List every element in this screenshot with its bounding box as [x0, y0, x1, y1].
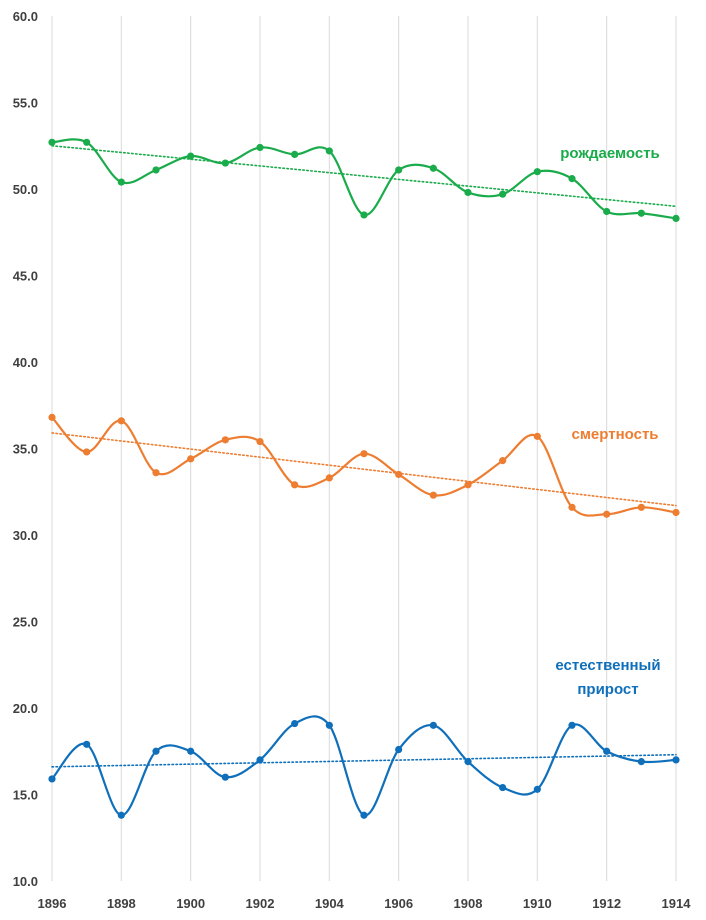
data-point	[325, 474, 333, 482]
data-point	[499, 457, 507, 465]
series-label-death: смертность	[571, 426, 658, 443]
y-tick-label: 30.0	[13, 528, 38, 543]
y-tick-label: 40.0	[13, 355, 38, 370]
data-point	[152, 747, 160, 755]
data-point	[429, 491, 437, 499]
data-point	[291, 150, 299, 158]
data-point	[221, 436, 229, 444]
data-point	[603, 747, 611, 755]
x-tick-label: 1900	[176, 896, 205, 911]
data-point	[672, 508, 680, 517]
x-axis-tick-labels: 1896 1898 1900 1902 1904 1906 1908 1910 1912 1914	[38, 896, 692, 911]
data-point	[568, 503, 576, 511]
data-point	[83, 448, 91, 456]
data-point	[325, 721, 333, 729]
data-point	[637, 758, 645, 766]
data-point	[48, 413, 56, 421]
data-point	[395, 470, 403, 479]
data-point	[256, 756, 264, 764]
data-point	[83, 138, 91, 146]
y-tick-label: 55.0	[13, 96, 38, 111]
data-point	[464, 758, 472, 766]
grid-lines	[51, 16, 677, 881]
data-point	[429, 721, 437, 729]
data-point	[360, 211, 368, 219]
data-point	[291, 481, 299, 489]
data-point	[464, 481, 472, 489]
x-tick-label: 1896	[38, 896, 67, 911]
x-tick-label: 1902	[246, 896, 275, 911]
data-point	[325, 147, 333, 155]
data-point	[568, 175, 576, 183]
data-point	[187, 152, 195, 160]
y-tick-label: 10.0	[13, 874, 38, 889]
data-point	[360, 450, 368, 458]
trend-lines	[51, 144, 677, 768]
x-tick-label: 1914	[662, 896, 692, 911]
data-point	[48, 138, 56, 146]
x-tick-label: 1908	[454, 896, 483, 911]
series-line-2	[51, 715, 677, 817]
data-point	[256, 143, 264, 152]
data-point	[117, 811, 125, 819]
data-point	[221, 159, 229, 167]
series-labels: рождаемость смертность естественный прир…	[555, 145, 660, 698]
data-point	[533, 785, 541, 793]
data-point	[117, 178, 125, 186]
data-point	[291, 719, 299, 728]
data-point	[533, 168, 541, 176]
data-point	[48, 775, 56, 783]
data-point	[360, 811, 368, 819]
data-point	[672, 756, 680, 764]
y-tick-label: 15.0	[13, 788, 38, 803]
data-point	[152, 166, 160, 174]
data-point	[221, 773, 229, 781]
data-point	[499, 190, 507, 198]
x-tick-label: 1910	[523, 896, 552, 911]
data-point	[83, 740, 91, 748]
x-tick-label: 1898	[107, 896, 136, 911]
y-tick-label: 60.0	[13, 9, 38, 24]
data-point	[568, 721, 576, 729]
data-points	[48, 138, 680, 819]
data-point	[187, 747, 195, 755]
trend-line-series-1	[51, 432, 677, 507]
series-lines	[51, 138, 677, 817]
data-point	[152, 469, 160, 477]
data-point	[187, 455, 195, 463]
data-point	[499, 783, 507, 792]
trend-line-series-2	[51, 753, 677, 768]
series-label-growth-line2: прирост	[577, 681, 638, 698]
data-point	[429, 164, 437, 172]
data-point	[533, 432, 541, 440]
data-point	[395, 745, 403, 754]
data-point	[672, 214, 680, 223]
y-tick-label: 25.0	[13, 615, 38, 630]
y-tick-label: 45.0	[13, 269, 38, 284]
data-point	[395, 166, 403, 174]
data-point	[117, 417, 125, 425]
series-label-growth-line1: естественный	[555, 657, 660, 674]
x-tick-label: 1906	[384, 896, 413, 911]
data-point	[637, 209, 645, 217]
y-tick-label: 35.0	[13, 442, 38, 457]
trend-line-series-0	[51, 144, 677, 208]
data-point	[603, 510, 611, 518]
x-tick-label: 1912	[592, 896, 621, 911]
x-tick-label: 1904	[315, 896, 345, 911]
y-axis-tick-labels: 10.0 15.0 20.0 25.0 30.0 35.0 40.0 45.0 50.0 55.0…	[13, 9, 38, 889]
data-point	[603, 207, 611, 216]
data-point	[256, 437, 264, 446]
data-point	[637, 503, 645, 511]
data-point	[464, 188, 472, 197]
y-tick-label: 20.0	[13, 701, 38, 716]
y-tick-label: 50.0	[13, 182, 38, 197]
series-label-birth: рождаемость	[560, 145, 660, 162]
